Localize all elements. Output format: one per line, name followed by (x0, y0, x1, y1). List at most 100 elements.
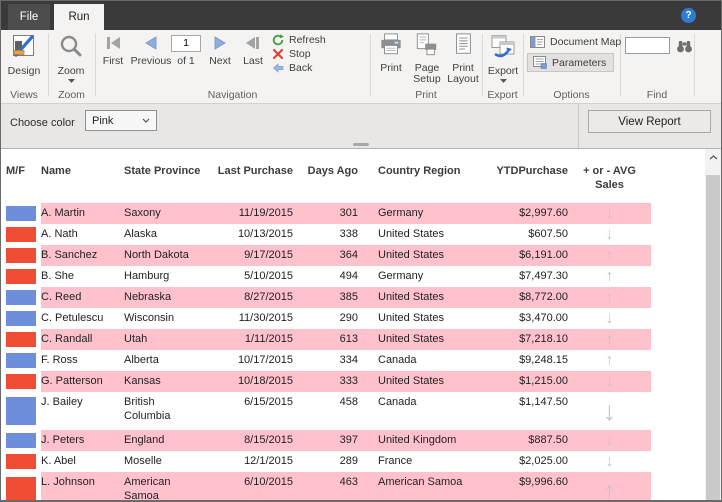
cell-country: Canada (378, 396, 417, 408)
cell-country: United States (378, 249, 445, 261)
cell-last-purchase: 10/18/2015 (237, 375, 293, 387)
print-button[interactable]: Print (372, 32, 410, 74)
row-band: C. Petulescu Wisconsin 11/30/2015 290 United… (41, 308, 651, 329)
trend-up-icon: ↑ (605, 288, 614, 306)
row-band: J. Peters England 8/15/2015 397 United Kingd… (41, 430, 651, 451)
table-row: L. Johnson American Samoa 6/10/2015 463 Amer… (3, 472, 651, 500)
design-button[interactable]: Design (2, 32, 46, 88)
binoculars-icon[interactable] (676, 40, 693, 53)
cell-days-ago: 458 (339, 396, 358, 408)
group-separator (620, 34, 621, 96)
cell-days-ago: 494 (339, 270, 358, 282)
row-band: C. Randall Utah 1/11/2015 613 United States $… (41, 329, 651, 350)
vertical-scrollbar[interactable] (705, 149, 721, 500)
options-group-label: Options (553, 89, 590, 101)
cell-ytd: $1,215.00 (519, 375, 568, 387)
cell-ytd: $7,218.10 (519, 333, 568, 345)
last-label: Last (243, 55, 263, 67)
gender-cell (3, 308, 41, 329)
color-parameter-dropdown[interactable]: Pink (85, 110, 157, 131)
scroll-up-button[interactable] (705, 149, 721, 166)
cell-ytd: $6,191.00 (519, 249, 568, 261)
previous-page-button[interactable]: Previous (130, 32, 172, 67)
scrollbar-thumb[interactable] (706, 175, 720, 500)
cell-last-purchase: 11/30/2015 (238, 312, 293, 324)
cell-trend: ↓ (568, 451, 651, 472)
trend-down-icon: ↓ (602, 395, 617, 426)
splitter-handle[interactable] (353, 143, 369, 146)
gender-bar (6, 397, 36, 425)
row-band: F. Ross Alberta 10/17/2015 334 Canada $9,248.… (41, 350, 651, 371)
next-label: Next (209, 55, 231, 67)
gender-cell (3, 245, 41, 266)
parameter-divider (578, 104, 579, 148)
trend-down-icon: ↓ (605, 431, 614, 449)
cell-trend: ↑ (568, 472, 651, 500)
header-days-ago: Days Ago (307, 165, 358, 177)
find-input[interactable] (625, 37, 670, 54)
page-number-box: of 1 (170, 33, 202, 67)
print-layout-button[interactable]: Print Layout (444, 32, 482, 84)
cell-state: Saxony (124, 207, 161, 219)
tab-file[interactable]: File (8, 4, 50, 30)
magnifier-icon (60, 35, 82, 57)
help-icon[interactable]: ? (681, 8, 696, 23)
print-layout-icon (456, 33, 471, 54)
table-row: C. Petulescu Wisconsin 11/30/2015 290 United… (3, 308, 651, 329)
report-viewport: M/F Name State Province Last Purchase Da… (1, 149, 705, 500)
page-count-label: of 1 (177, 54, 195, 67)
export-label: Export (487, 65, 519, 77)
document-map-button[interactable]: Document Map (530, 36, 621, 48)
cell-days-ago: 289 (339, 455, 358, 467)
refresh-button[interactable]: Refresh (272, 33, 326, 46)
header-state: State Province (124, 165, 201, 177)
cell-country: United States (378, 333, 445, 345)
group-separator (48, 34, 49, 96)
back-button[interactable]: Back (272, 61, 326, 74)
gender-bar (6, 248, 36, 263)
zoom-group-label: Zoom (58, 89, 85, 101)
cell-ytd: $2,025.00 (519, 455, 568, 467)
header-last-purchase: Last Purchase (217, 165, 293, 177)
page-number-input[interactable] (171, 34, 201, 52)
trend-down-icon: ↓ (605, 225, 614, 243)
last-page-button[interactable]: Last (238, 32, 268, 67)
group-separator (370, 34, 371, 96)
row-band: B. Sanchez North Dakota 9/17/2015 364 United… (41, 245, 651, 266)
cell-trend: ↓ (568, 308, 651, 329)
parameters-button[interactable]: Parameters (527, 53, 615, 72)
views-group-label: Views (10, 89, 38, 101)
zoom-button[interactable]: Zoom (49, 32, 93, 88)
group-separator (523, 34, 524, 96)
export-button[interactable]: Export (483, 32, 523, 88)
ribbon: Design Zoom First Previous of 1 Next (0, 30, 722, 104)
row-band: G. Patterson Kansas 10/18/2015 333 United St… (41, 371, 651, 392)
table-body: A. Martin Saxony 11/19/2015 301 Germany $2,99… (3, 203, 651, 500)
next-icon (214, 35, 226, 50)
cell-trend: ↓ (568, 430, 651, 451)
tab-run[interactable]: Run (54, 4, 104, 30)
page-setup-label: Page Setup (413, 62, 441, 85)
next-page-button[interactable]: Next (202, 32, 238, 67)
first-page-button[interactable]: First (96, 32, 130, 67)
view-report-button[interactable]: View Report (588, 110, 711, 133)
table-row: G. Patterson Kansas 10/18/2015 333 United St… (3, 371, 651, 392)
cell-last-purchase: 8/27/2015 (244, 291, 293, 303)
header-name: Name (41, 165, 71, 177)
print-layout-label: Print Layout (447, 62, 479, 85)
table-row: A. Martin Saxony 11/19/2015 301 Germany $2,99… (3, 203, 651, 224)
cell-trend: ↑ (568, 350, 651, 371)
cell-country: United States (378, 312, 445, 324)
row-band: C. Reed Nebraska 8/27/2015 385 United States… (41, 287, 651, 308)
cell-last-purchase: 12/1/2015 (244, 455, 293, 467)
cell-ytd: $8,772.00 (519, 291, 568, 303)
page-setup-button[interactable]: Page Setup (410, 32, 444, 84)
stop-button[interactable]: Stop (272, 47, 326, 60)
trend-up-icon: ↑ (605, 246, 614, 264)
parameters-icon (533, 56, 547, 69)
header-ytd: YTDPurchase (496, 165, 568, 177)
back-label: Back (289, 61, 313, 74)
cell-days-ago: 463 (339, 476, 358, 488)
trend-up-icon: ↑ (605, 330, 614, 348)
